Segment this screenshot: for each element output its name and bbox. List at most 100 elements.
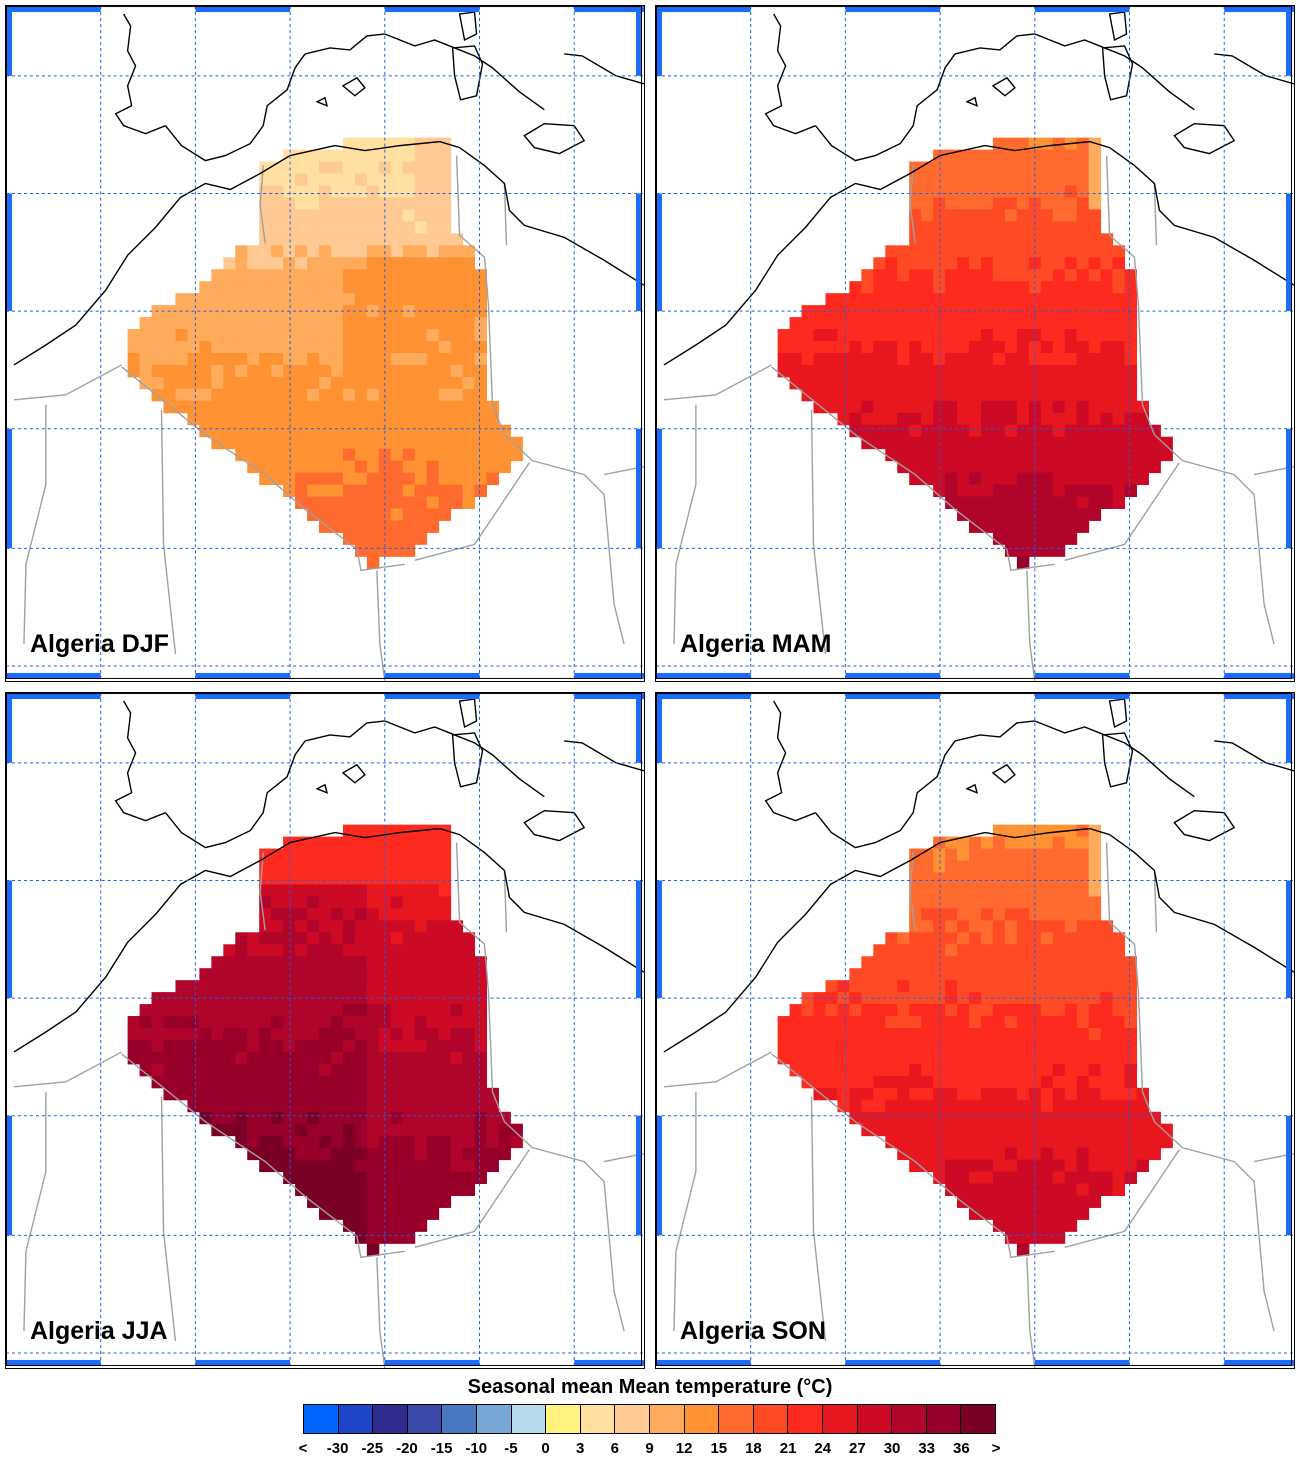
grid-cell <box>330 1004 344 1017</box>
grid-cell <box>319 245 332 258</box>
grid-cell <box>127 1039 141 1053</box>
grid-cell <box>211 412 224 426</box>
grid-cell <box>945 329 958 342</box>
border-line <box>1182 459 1275 645</box>
grid-cell <box>1016 1219 1030 1232</box>
grid-cell <box>1100 257 1114 270</box>
grid-cell <box>235 293 248 306</box>
grid-cell <box>438 1016 452 1029</box>
grid-cell <box>283 257 296 270</box>
grid-cell <box>921 1123 934 1137</box>
grid-cell <box>1052 920 1066 933</box>
legend-title: Seasonal mean Mean temperature (°C) <box>467 1376 833 1398</box>
grid-cell <box>498 460 511 474</box>
grid-cell <box>1112 1063 1126 1077</box>
grid-cell <box>1160 448 1173 462</box>
grid-cell <box>462 317 476 330</box>
grid-cell <box>426 197 440 210</box>
grid-cell <box>438 364 452 378</box>
grid-cell <box>283 400 296 414</box>
grid-cell <box>861 317 874 330</box>
grid-cell <box>837 1004 850 1017</box>
grid-cell <box>319 520 332 533</box>
grid-cell <box>837 388 850 402</box>
grid-cell <box>1112 341 1126 354</box>
frame-ticks <box>656 693 1294 1366</box>
grid-cell <box>295 269 308 282</box>
grid-cell <box>259 980 272 993</box>
grid-cell <box>1040 1219 1054 1232</box>
grid-cell <box>175 1075 188 1089</box>
grid-cell <box>438 1028 452 1041</box>
grid-cell <box>992 520 1006 533</box>
grid-cell <box>307 944 320 957</box>
grid-cell <box>319 317 332 330</box>
grid-cell <box>474 388 487 402</box>
grid-cell <box>283 1159 296 1173</box>
grid-cell <box>992 364 1006 378</box>
grid-cell <box>366 556 380 569</box>
grid-cell <box>330 932 344 945</box>
grid-cell <box>354 448 368 462</box>
grid-cell <box>1076 1051 1090 1065</box>
grid-cell <box>414 1111 428 1125</box>
grid-cell <box>861 1004 874 1017</box>
grid-cell <box>945 980 958 993</box>
grid-cell <box>1100 448 1114 462</box>
grid-cell <box>474 341 487 354</box>
grid-cell <box>1016 484 1030 498</box>
grid-cell <box>992 1123 1006 1137</box>
grid-cell <box>992 1075 1006 1089</box>
grid-cell <box>909 1099 922 1113</box>
grid-cell <box>259 920 272 933</box>
grid-cell <box>1052 848 1066 862</box>
grid-cell <box>1064 400 1078 414</box>
grid-cell <box>969 836 982 850</box>
grid-cell <box>366 245 380 258</box>
grid-cell <box>139 1063 153 1077</box>
grid-cell <box>438 257 452 270</box>
frame-tick <box>6 6 12 76</box>
grid-cell <box>873 317 886 330</box>
grid-cell <box>1124 281 1137 294</box>
grid-cell <box>307 908 320 921</box>
grid-cell <box>175 1028 188 1041</box>
border-line <box>376 1257 386 1368</box>
grid-cell <box>921 209 934 222</box>
grid-cell <box>969 1183 982 1196</box>
grid-cell <box>366 1243 380 1256</box>
grid-cell <box>366 884 380 897</box>
grid-cell <box>283 209 296 222</box>
grid-cell <box>259 376 272 390</box>
grid-cell <box>139 376 153 390</box>
grid-cell <box>909 257 922 270</box>
grid-cell <box>957 233 970 246</box>
grid-cell <box>801 1016 815 1029</box>
grid-cell <box>969 1004 982 1017</box>
grid-cell <box>414 496 428 509</box>
frame-tick <box>656 1359 751 1366</box>
grid-cell <box>1004 520 1018 533</box>
grid-cell <box>980 448 994 462</box>
grid-cell <box>414 436 428 450</box>
grid-cell <box>414 197 428 210</box>
grid-cell <box>510 1123 523 1137</box>
grid-cell <box>1088 496 1102 509</box>
legend-tick-label: -10 <box>465 1440 488 1457</box>
grid-cell <box>957 1099 970 1113</box>
grid-cell <box>861 364 874 378</box>
grid-cell <box>933 1135 946 1149</box>
grid-cell <box>1076 1004 1090 1017</box>
grid-cell <box>390 1063 404 1077</box>
grid-cell <box>426 1099 440 1113</box>
grid-cell <box>330 233 344 246</box>
grid-cell <box>992 161 1006 175</box>
grid-cell <box>945 956 958 969</box>
grid-cell <box>1016 376 1030 390</box>
grid-cell <box>319 185 332 198</box>
grid-cell <box>330 1111 344 1125</box>
grid-cell <box>474 1004 487 1017</box>
grid-cell <box>1076 185 1090 198</box>
grid-cell <box>992 980 1006 993</box>
grid-cell <box>342 197 356 210</box>
